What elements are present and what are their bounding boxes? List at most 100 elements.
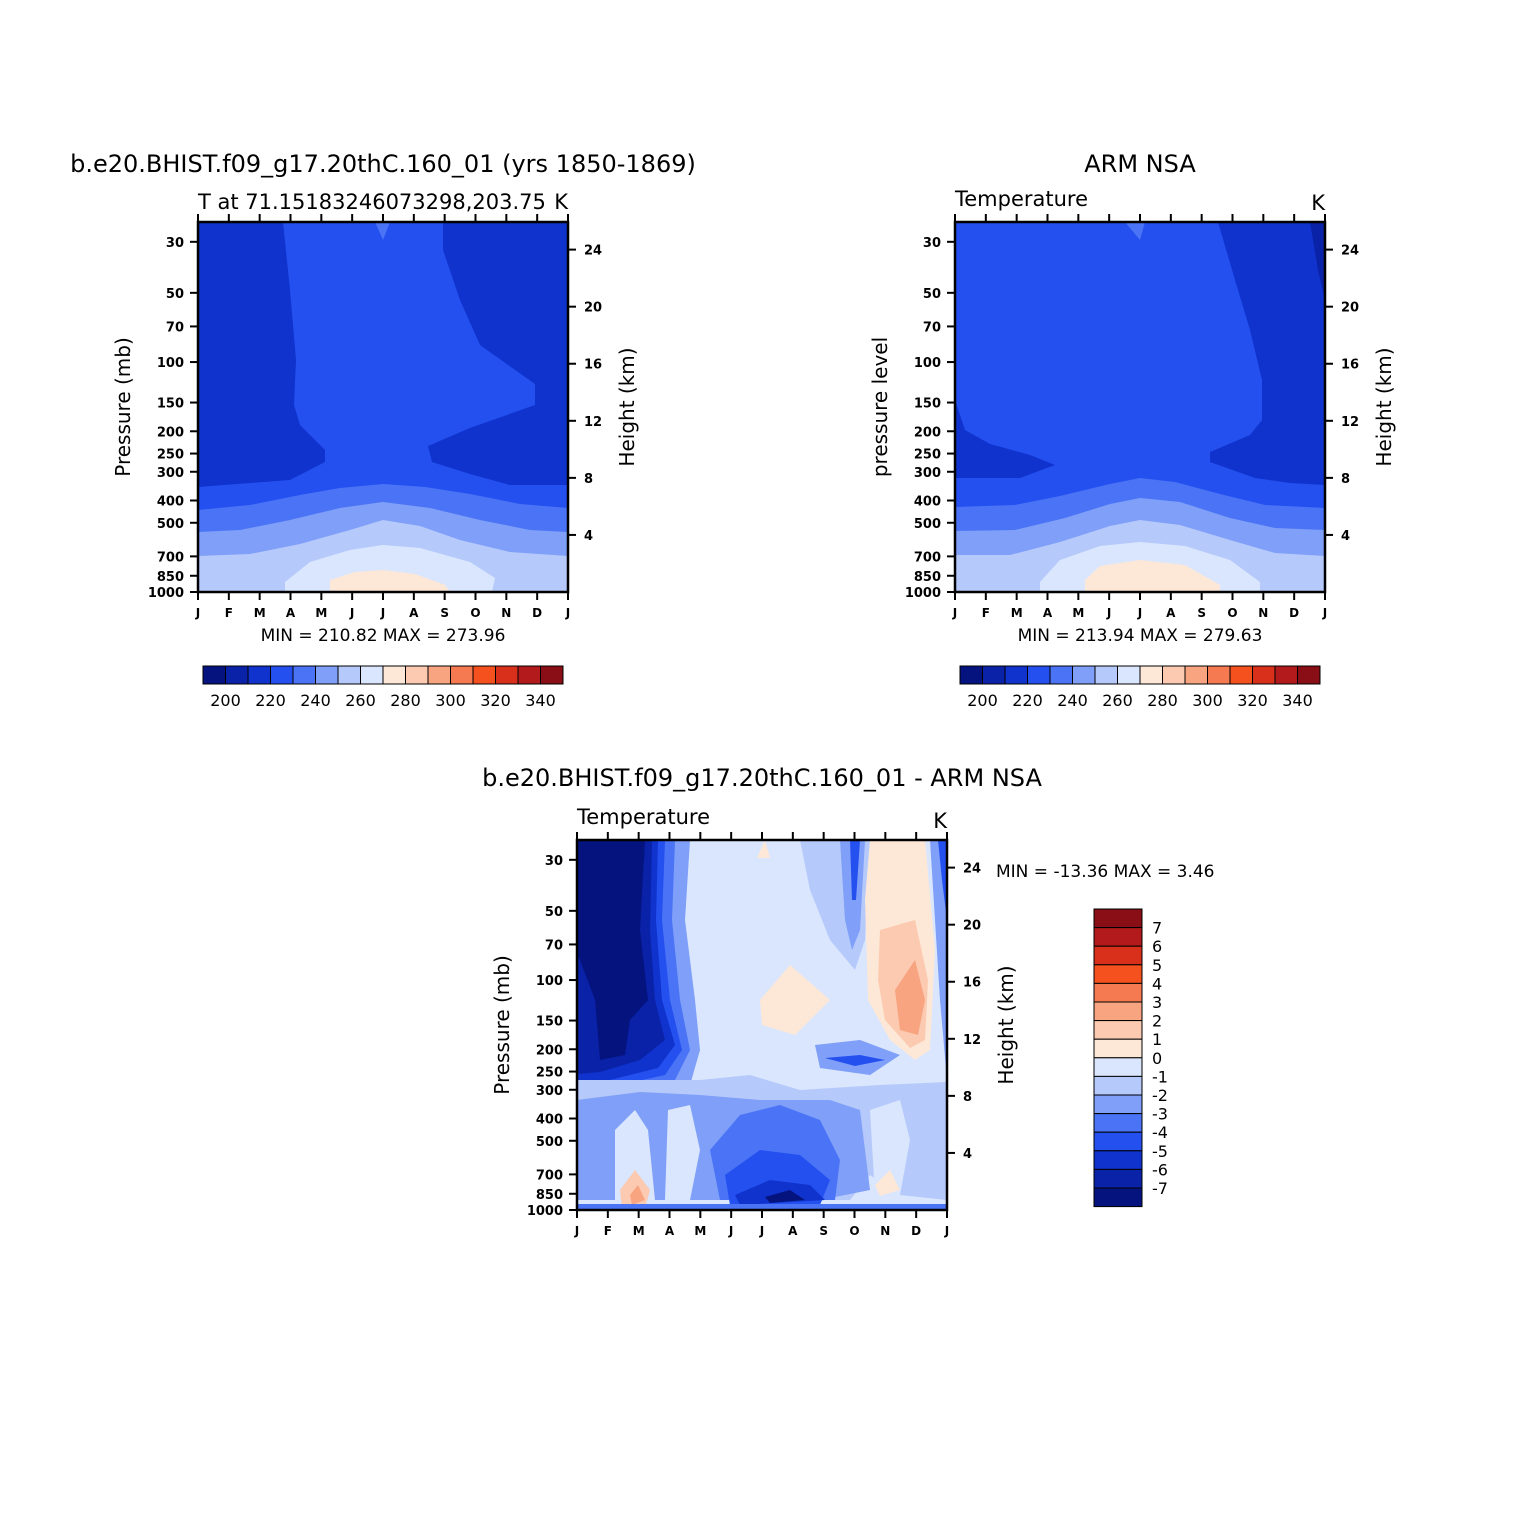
y-tick-label: 70 xyxy=(166,320,184,335)
x-tick-label: S xyxy=(819,1224,828,1238)
y2-tick-label: 8 xyxy=(1341,472,1350,487)
colorbar-box xyxy=(1093,1020,1143,1040)
colorbar-label: 340 xyxy=(1282,691,1313,710)
colorbar-box xyxy=(1093,1057,1143,1077)
contour-band xyxy=(577,840,648,1060)
y2-tick-label: 12 xyxy=(963,1033,981,1048)
y-tick-label: 700 xyxy=(914,550,941,565)
contour-band xyxy=(615,1110,655,1205)
y-tick-label: 300 xyxy=(536,1084,563,1099)
colorbar-label: 1 xyxy=(1152,1030,1162,1049)
colorbar-label: 2 xyxy=(1152,1012,1162,1031)
colorbar-box xyxy=(382,665,406,685)
y-tick-label: 250 xyxy=(157,448,184,463)
contour-band xyxy=(665,1105,700,1200)
colorbar-box xyxy=(495,665,519,685)
y2-tick-label: 24 xyxy=(963,862,981,877)
y2-axis-title: Height (km) xyxy=(1372,347,1396,466)
colorbar-box xyxy=(1093,1038,1143,1059)
colorbar-box xyxy=(540,665,564,685)
colorbar-box xyxy=(270,665,294,685)
x-tick-label: A xyxy=(665,1224,675,1238)
y-tick-label: 1000 xyxy=(148,586,184,601)
contour-band xyxy=(875,1170,900,1196)
x-tick-label: A xyxy=(788,1224,798,1238)
panel-obs-colorbar: 200 220 240 260 280 300 320 340 xyxy=(959,665,1321,710)
y-tick-label: 850 xyxy=(914,570,941,585)
colorbar-label: 320 xyxy=(1237,691,1268,710)
colorbar-label: 5 xyxy=(1152,956,1162,975)
panel-diff-subtitle: Temperature xyxy=(576,805,710,829)
colorbar-label: -6 xyxy=(1152,1160,1168,1179)
y2-tick-label: 4 xyxy=(584,529,593,544)
y-tick-label: 1000 xyxy=(905,586,941,601)
x-tick-label: M xyxy=(1072,606,1084,620)
colorbar-box xyxy=(1184,665,1208,685)
panel-obs-subtitle: Temperature xyxy=(954,187,1088,211)
y2-tick-label: 4 xyxy=(1341,529,1350,544)
x-tick-label: J xyxy=(944,1224,949,1238)
y-tick-label: 30 xyxy=(545,854,563,869)
y-tick-label: 400 xyxy=(157,494,184,509)
contour-band xyxy=(765,1190,805,1203)
y2-axis-title: Height (km) xyxy=(994,965,1018,1084)
colorbar-label: 240 xyxy=(1057,691,1088,710)
y-tick-label: 400 xyxy=(536,1112,563,1127)
y-tick-label: 150 xyxy=(536,1015,563,1030)
colorbar-label: 240 xyxy=(300,691,331,710)
x-tick-label: A xyxy=(1166,606,1176,620)
colorbar-box xyxy=(1004,665,1028,685)
colorbar-label: -5 xyxy=(1152,1142,1168,1161)
y2-tick-label: 20 xyxy=(1341,301,1359,316)
colorbar-box xyxy=(1094,665,1118,685)
colorbar-label: 6 xyxy=(1152,937,1162,956)
colorbar-box xyxy=(1093,1187,1143,1208)
colorbar-box xyxy=(1162,665,1186,685)
x-tick-label: O xyxy=(1227,606,1237,620)
x-tick-label: O xyxy=(470,606,480,620)
x-tick-label: S xyxy=(440,606,449,620)
contour-band xyxy=(630,1185,645,1205)
colorbar-box xyxy=(1139,665,1163,685)
colorbar-box xyxy=(1117,665,1141,685)
x-tick-label: J xyxy=(565,606,570,620)
y2-tick-label: 8 xyxy=(963,1090,972,1105)
y-tick-label: 50 xyxy=(923,287,941,302)
colorbar-box xyxy=(1093,908,1143,929)
colorbar-box xyxy=(450,665,474,685)
y2-tick-label: 16 xyxy=(963,976,981,991)
colorbar-box xyxy=(959,665,983,685)
x-tick-label: N xyxy=(501,606,511,620)
x-tick-label: D xyxy=(911,1224,921,1238)
panel-obs-minmax: MIN = 213.94 MAX = 279.63 xyxy=(1018,626,1263,646)
panel-model-title: b.e20.BHIST.f09_g17.20thC.160_01 (yrs 18… xyxy=(70,150,696,178)
contour-band xyxy=(955,400,1055,478)
y-tick-label: 100 xyxy=(157,356,184,371)
colorbar-label: 4 xyxy=(1152,974,1162,993)
y-tick-label: 200 xyxy=(914,425,941,440)
y2-tick-label: 8 xyxy=(584,472,593,487)
colorbar-box xyxy=(1093,1168,1143,1189)
contour-band xyxy=(330,570,450,592)
y2-tick-label: 20 xyxy=(963,919,981,934)
x-tick-label: F xyxy=(982,606,990,620)
y2-tick-label: 20 xyxy=(584,301,602,316)
contour-band xyxy=(930,840,947,1080)
panel-diff-title: b.e20.BHIST.f09_g17.20thC.160_01 - ARM N… xyxy=(482,764,1042,792)
colorbar-box xyxy=(427,665,451,685)
contour-band xyxy=(1310,222,1325,300)
contour-band xyxy=(757,840,770,858)
y-axis-title: pressure level xyxy=(868,337,892,477)
colorbar-box xyxy=(1093,964,1143,984)
colorbar-label: 340 xyxy=(525,691,556,710)
x-tick-label: N xyxy=(1258,606,1268,620)
y-tick-label: 250 xyxy=(536,1066,563,1081)
contour-band xyxy=(895,960,925,1035)
y2-tick-label: 12 xyxy=(1341,415,1359,430)
colorbar-box xyxy=(1274,665,1298,685)
x-tick-label: A xyxy=(409,606,419,620)
